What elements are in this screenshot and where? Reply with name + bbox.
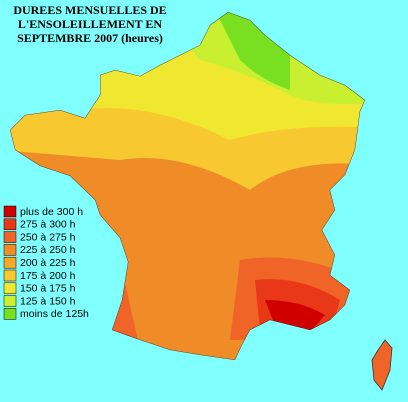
- legend-label: 200 à 225 h: [20, 257, 76, 269]
- legend-swatch: [3, 218, 17, 231]
- title-line: DUREES MENSUELLES DE: [13, 3, 166, 17]
- legend-swatch: [3, 295, 17, 307]
- legend-label: 125 à 150 h: [20, 295, 76, 307]
- legend-label: 225 à 250 h: [20, 244, 76, 256]
- legend-swatch: [3, 308, 17, 320]
- legend-label: plus de 300 h: [20, 206, 83, 218]
- legend-label: 250 à 275 h: [20, 231, 76, 243]
- legend-swatch: [3, 205, 17, 218]
- legend-swatch: [3, 256, 17, 269]
- corsica: [371, 339, 393, 391]
- legend-swatch: [3, 269, 17, 282]
- legend-label: 175 à 200 h: [20, 270, 76, 282]
- legend-label: 275 à 300 h: [20, 219, 76, 231]
- title-line: SEPTEMBRE 2007 (heures): [17, 31, 163, 45]
- legend-label: moins de 125h: [20, 308, 89, 320]
- legend-swatch: [3, 244, 17, 256]
- legend-label: 150 à 175 h: [20, 283, 76, 295]
- legend-swatch: [3, 282, 17, 295]
- legend-swatch: [3, 231, 17, 243]
- title-line: L'ENSOLEILLEMENT EN: [18, 17, 162, 31]
